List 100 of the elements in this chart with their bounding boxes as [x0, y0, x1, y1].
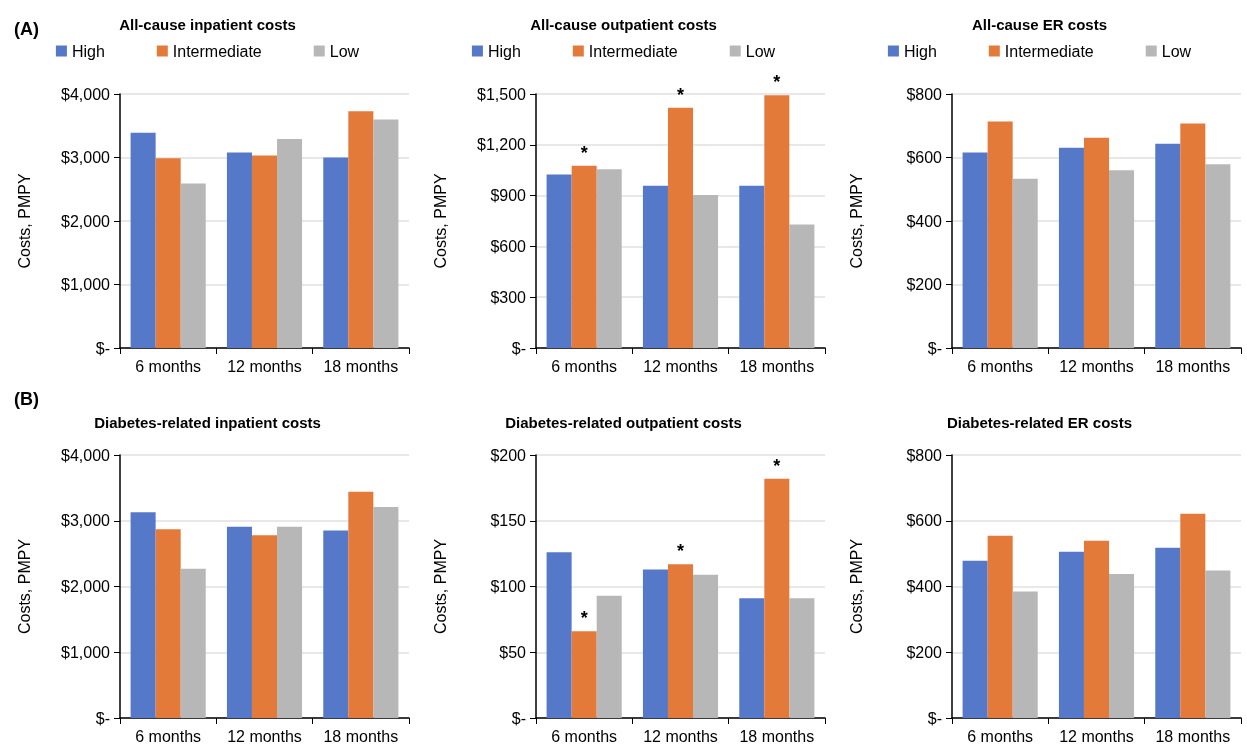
- chart-title: All-cause ER costs: [971, 16, 1108, 33]
- chart-title: Diabetes-related outpatient costs: [505, 414, 742, 431]
- bar: [546, 552, 572, 718]
- y-axis-title: Costs, PMPY: [847, 538, 865, 635]
- bar: [546, 174, 572, 348]
- y-tick-label: $3,000: [61, 149, 111, 166]
- legend-label: High: [487, 42, 521, 60]
- y-tick-label: $1,000: [61, 276, 111, 293]
- chart-title: Diabetes-related ER costs: [946, 414, 1133, 431]
- y-tick-label: $600: [906, 149, 943, 166]
- x-tick-label: 6 months: [551, 727, 618, 745]
- bar: [1180, 123, 1206, 348]
- annotation: *: [676, 541, 685, 562]
- x-tick-label: 12 months: [643, 727, 718, 745]
- bar: [987, 121, 1013, 348]
- bar: [277, 526, 303, 718]
- y-axis-title: Costs, PMPY: [15, 173, 33, 269]
- bar: [789, 224, 815, 348]
- annotation: *: [773, 72, 781, 93]
- y-tick-label: $3,000: [61, 512, 111, 530]
- y-tick-label: $300: [490, 288, 527, 306]
- bar: [323, 157, 349, 348]
- bar: [348, 491, 374, 718]
- bar: [667, 107, 694, 348]
- bar: [1109, 574, 1135, 718]
- bar: [1012, 178, 1038, 348]
- text: (B): [14, 389, 39, 409]
- bar: [277, 139, 303, 348]
- annotation: *: [580, 608, 588, 629]
- y-axis-title: Costs, PMPY: [431, 538, 449, 635]
- y-tick-label: $50: [499, 643, 527, 661]
- text: (A): [14, 19, 39, 39]
- y-tick-label: $-: [927, 709, 942, 727]
- bar: [739, 598, 765, 718]
- bar: [1205, 570, 1231, 718]
- bar: [130, 132, 156, 348]
- bar: [180, 183, 206, 348]
- bar: [1012, 591, 1038, 718]
- y-tick-label: $400: [906, 212, 943, 230]
- bar: [1058, 551, 1084, 718]
- bar: [1155, 143, 1181, 348]
- x-tick-label: 12 months: [227, 727, 302, 745]
- y-tick-label: $200: [490, 446, 527, 464]
- bar: [642, 185, 668, 348]
- x-tick-label: 18 months: [1155, 357, 1231, 375]
- bar: [596, 169, 622, 348]
- bar: [226, 152, 252, 348]
- y-tick-label: $400: [906, 578, 943, 595]
- x-tick-label: 18 months: [739, 357, 815, 375]
- annotation: *: [676, 84, 685, 105]
- legend-label: Intermediate: [588, 42, 678, 60]
- bar: [1109, 170, 1135, 348]
- legend-label: Intermediate: [172, 42, 262, 60]
- y-tick-label: $4,000: [61, 85, 111, 103]
- bar: [251, 535, 278, 718]
- x-tick-label: 18 months: [323, 727, 399, 745]
- y-tick-label: $2,000: [61, 578, 111, 595]
- y-tick-label: $600: [490, 237, 527, 255]
- chart-title: All-cause outpatient costs: [530, 16, 717, 33]
- bar: [323, 530, 349, 718]
- bar: [1180, 513, 1206, 718]
- y-tick-label: $200: [906, 643, 943, 661]
- bar: [764, 478, 790, 718]
- bar: [155, 158, 181, 348]
- y-tick-label: $4,000: [61, 446, 111, 464]
- y-tick-label: $900: [490, 187, 527, 205]
- bar: [693, 194, 719, 348]
- bar: [348, 111, 374, 348]
- chart-title: Diabetes-related inpatient costs: [94, 414, 321, 431]
- x-tick-label: 18 months: [323, 357, 399, 375]
- y-tick-label: $-: [511, 339, 526, 357]
- y-axis-title: Costs, PMPY: [847, 173, 865, 269]
- y-tick-label: $1,500: [477, 85, 527, 103]
- y-tick-label: $600: [906, 512, 943, 530]
- x-tick-label: 18 months: [1155, 727, 1231, 745]
- legend-label: Low: [329, 42, 360, 60]
- bar: [1083, 137, 1110, 348]
- bar: [571, 165, 597, 348]
- y-tick-label: $800: [906, 85, 943, 103]
- legend-label: High: [903, 42, 937, 60]
- y-tick-label: $1,200: [477, 136, 527, 154]
- bar: [1083, 540, 1110, 718]
- bar: [1155, 547, 1181, 718]
- y-tick-label: $-: [511, 709, 526, 727]
- bar: [130, 512, 156, 718]
- annotation: *: [773, 455, 781, 476]
- y-tick-label: $-: [927, 339, 942, 357]
- legend-label: Intermediate: [1004, 42, 1094, 60]
- x-tick-label: 12 months: [1059, 357, 1134, 375]
- y-tick-label: $1,000: [61, 643, 111, 661]
- bar: [226, 526, 252, 718]
- y-axis-title: Costs, PMPY: [15, 538, 33, 635]
- y-tick-label: $150: [490, 512, 527, 530]
- bar: [251, 155, 278, 348]
- x-tick-label: 6 months: [967, 727, 1034, 745]
- bar: [962, 560, 988, 718]
- bar: [962, 152, 988, 348]
- bar: [1205, 164, 1231, 348]
- x-tick-label: 12 months: [1059, 727, 1134, 745]
- bar: [155, 529, 181, 718]
